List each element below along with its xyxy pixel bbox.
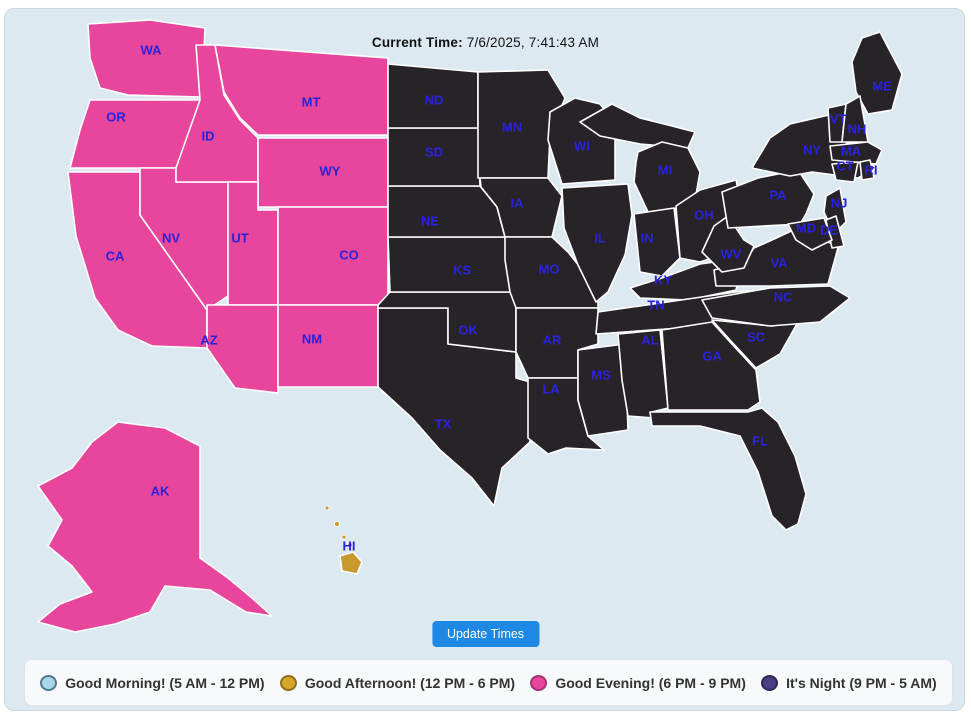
state-HI-island[interactable] [334, 521, 340, 527]
state-HI[interactable] [339, 551, 363, 575]
legend-item-evening: Good Evening! (6 PM - 9 PM) [530, 674, 746, 691]
current-time: Current Time: 7/6/2025, 7:41:43 AM [0, 35, 971, 50]
state-WY[interactable] [257, 137, 389, 208]
legend: Good Morning! (5 AM - 12 PM) Good Afterno… [24, 659, 953, 706]
legend-label: Good Morning! (5 AM - 12 PM) [65, 674, 265, 691]
evening-color-dot-icon [530, 674, 548, 691]
state-ME[interactable] [851, 31, 903, 115]
state-GA[interactable] [661, 321, 761, 411]
legend-item-afternoon: Good Afternoon! (12 PM - 6 PM) [279, 674, 516, 691]
state-MD[interactable] [787, 217, 833, 251]
state-IN[interactable] [633, 207, 681, 277]
morning-color-dot-icon [40, 674, 58, 691]
state-MI[interactable] [579, 103, 696, 149]
legend-label: Good Afternoon! (12 PM - 6 PM) [304, 674, 516, 691]
state-SD[interactable] [387, 127, 481, 187]
night-color-dot-icon [761, 674, 779, 691]
state-CT[interactable] [831, 161, 859, 183]
state-NM[interactable] [277, 304, 379, 388]
current-time-value: 7/6/2025, 7:41:43 AM [466, 35, 600, 50]
state-MA[interactable] [829, 141, 883, 165]
state-WV[interactable] [701, 215, 755, 273]
state-HI-island[interactable] [347, 542, 353, 548]
state-AZ[interactable] [206, 304, 279, 394]
legend-item-morning: Good Morning! (5 AM - 12 PM) [40, 674, 265, 691]
legend-label: Good Evening! (6 PM - 9 PM) [555, 674, 746, 691]
legend-label: It's Night (9 PM - 5 AM) [786, 674, 937, 691]
state-ND[interactable] [387, 63, 479, 129]
state-AK[interactable] [37, 421, 273, 633]
state-PA[interactable] [721, 169, 815, 229]
state-HI-island[interactable] [341, 534, 347, 540]
state-MS[interactable] [577, 343, 629, 437]
state-HI-island[interactable] [324, 505, 330, 511]
state-KS[interactable] [387, 236, 511, 293]
state-RI[interactable] [859, 159, 875, 181]
legend-item-night: It's Night (9 PM - 5 AM) [761, 674, 937, 691]
state-WA[interactable] [87, 19, 206, 98]
state-FL[interactable] [649, 407, 807, 531]
state-OR[interactable] [69, 99, 204, 169]
update-times-button[interactable]: Update Times [431, 621, 540, 647]
state-AL[interactable] [617, 329, 669, 419]
state-IL[interactable] [561, 183, 633, 303]
state-CO[interactable] [277, 206, 389, 306]
afternoon-color-dot-icon [279, 674, 297, 691]
current-time-label: Current Time: [371, 35, 463, 50]
state-NC[interactable] [701, 285, 851, 327]
state-MT[interactable] [214, 44, 389, 136]
